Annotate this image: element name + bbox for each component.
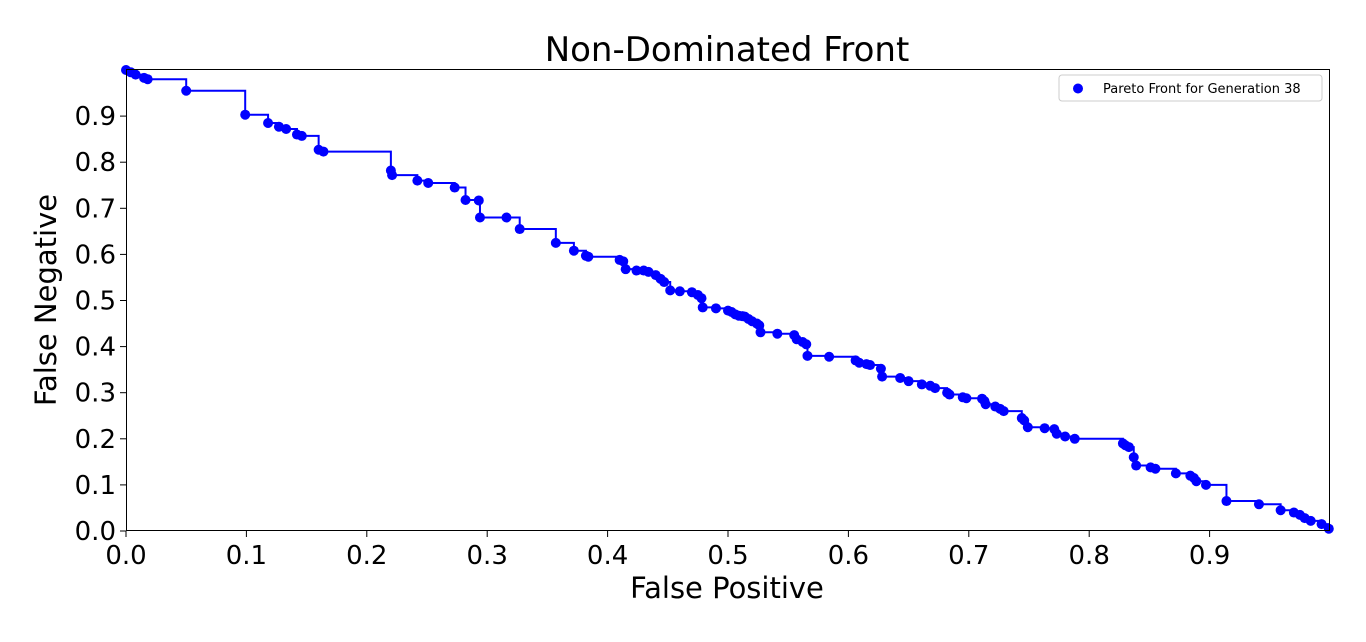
data-point bbox=[865, 360, 876, 371]
data-point bbox=[665, 285, 676, 296]
data-point bbox=[1060, 431, 1071, 442]
data-point bbox=[1022, 422, 1033, 433]
data-point bbox=[710, 303, 721, 314]
data-point bbox=[875, 363, 886, 374]
data-point bbox=[697, 302, 708, 313]
y-axis: 0.0 0.1 0.2 0.3 0.4 0.5 0.6 0.7 0.8 0.9 bbox=[75, 102, 126, 547]
chart-title: Non-Dominated Front bbox=[545, 30, 910, 70]
data-point bbox=[1200, 479, 1211, 490]
x-tick-label: 0.1 bbox=[226, 541, 267, 571]
data-point bbox=[142, 74, 153, 85]
data-point bbox=[263, 118, 274, 129]
x-axis-label: False Positive bbox=[630, 571, 824, 605]
y-tick-label: 0.5 bbox=[75, 287, 116, 317]
legend-box bbox=[1058, 74, 1323, 102]
data-point bbox=[568, 245, 579, 256]
y-tick-label: 0.1 bbox=[75, 471, 116, 501]
data-point bbox=[1316, 519, 1327, 530]
data-point bbox=[998, 406, 1009, 417]
y-tick-label: 0.7 bbox=[75, 194, 116, 224]
data-point bbox=[550, 237, 561, 248]
y-tick-label: 0.9 bbox=[75, 102, 116, 132]
data-point bbox=[772, 328, 783, 339]
data-point bbox=[1150, 463, 1161, 474]
data-point bbox=[296, 130, 307, 141]
data-point bbox=[1191, 476, 1202, 487]
data-point bbox=[1170, 468, 1181, 479]
data-point bbox=[696, 293, 707, 304]
data-points bbox=[121, 65, 1334, 534]
data-point bbox=[423, 177, 434, 188]
plot-frame bbox=[126, 69, 1330, 531]
data-point bbox=[130, 69, 141, 80]
x-tick-label: 0.4 bbox=[587, 541, 628, 571]
data-point bbox=[501, 212, 512, 223]
data-point bbox=[281, 124, 292, 135]
data-point bbox=[674, 286, 685, 297]
legend-marker bbox=[1073, 83, 1083, 94]
data-point bbox=[473, 195, 484, 206]
data-point bbox=[961, 393, 972, 404]
data-point bbox=[755, 327, 766, 338]
data-point bbox=[631, 265, 642, 276]
x-tick-label: 0.6 bbox=[828, 541, 869, 571]
legend: Pareto Front for Generation 38 bbox=[1058, 74, 1323, 102]
data-point bbox=[449, 182, 460, 193]
data-point bbox=[1069, 433, 1080, 444]
data-point bbox=[659, 277, 670, 288]
data-point bbox=[460, 195, 471, 206]
data-point bbox=[240, 109, 251, 120]
x-tick-label: 0.5 bbox=[707, 541, 748, 571]
x-tick-label: 0.9 bbox=[1189, 541, 1230, 571]
data-point bbox=[387, 170, 398, 181]
x-axis: 0.0 0.1 0.2 0.3 0.4 0.5 0.6 0.7 0.8 0.9 bbox=[105, 531, 1230, 571]
data-point bbox=[1253, 499, 1264, 510]
x-tick-label: 0.0 bbox=[105, 541, 146, 571]
data-point bbox=[916, 379, 927, 390]
data-point bbox=[474, 212, 485, 223]
data-point bbox=[802, 350, 813, 361]
y-tick-label: 0.8 bbox=[75, 148, 116, 178]
data-point bbox=[1039, 423, 1050, 434]
y-tick-label: 0.2 bbox=[75, 425, 116, 455]
data-point bbox=[1275, 505, 1286, 516]
data-point bbox=[1131, 460, 1142, 471]
y-tick-label: 0.4 bbox=[75, 333, 116, 363]
data-point bbox=[930, 383, 941, 394]
y-tick-label: 0.3 bbox=[75, 379, 116, 409]
data-point bbox=[181, 85, 192, 96]
data-point bbox=[1323, 523, 1334, 534]
data-point bbox=[1221, 496, 1232, 507]
data-point bbox=[1123, 442, 1134, 453]
data-point bbox=[980, 399, 991, 410]
data-point bbox=[620, 264, 631, 275]
data-point bbox=[824, 351, 835, 362]
data-point bbox=[1305, 515, 1316, 526]
data-point bbox=[318, 146, 329, 157]
x-tick-label: 0.8 bbox=[1069, 541, 1110, 571]
y-tick-label: 0.6 bbox=[75, 240, 116, 270]
data-point bbox=[944, 389, 955, 400]
data-point bbox=[412, 175, 423, 186]
legend-label: Pareto Front for Generation 38 bbox=[1103, 82, 1301, 97]
x-tick-label: 0.3 bbox=[467, 541, 508, 571]
data-point bbox=[903, 376, 914, 387]
y-axis-label: False Negative bbox=[29, 194, 63, 406]
y-tick-label: 0.0 bbox=[75, 517, 116, 547]
data-point bbox=[895, 372, 906, 383]
data-point bbox=[514, 224, 525, 235]
data-point bbox=[618, 256, 629, 267]
data-point bbox=[583, 251, 594, 262]
data-point bbox=[1051, 428, 1062, 439]
plot-area bbox=[121, 65, 1334, 534]
x-tick-label: 0.7 bbox=[948, 541, 989, 571]
data-point bbox=[1128, 452, 1139, 463]
data-point bbox=[877, 371, 888, 382]
data-point bbox=[801, 339, 812, 350]
x-tick-label: 0.2 bbox=[346, 541, 387, 571]
